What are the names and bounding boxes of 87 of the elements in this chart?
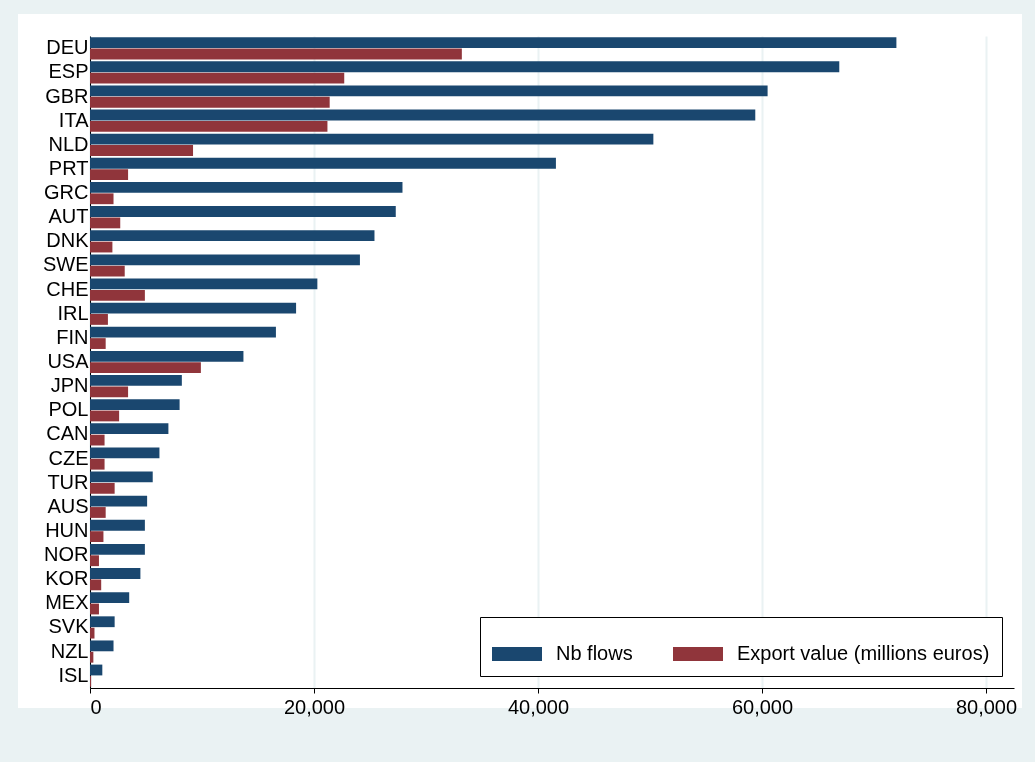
bar <box>90 289 145 301</box>
bar <box>90 48 462 60</box>
bar <box>90 217 121 229</box>
x-tick-label: 0 <box>90 695 102 718</box>
bar <box>90 616 115 628</box>
legend-label: Nb flows <box>556 642 633 664</box>
y-tick-label: DNK <box>46 229 90 252</box>
bar <box>90 482 115 494</box>
x-tick-label: 20,000 <box>283 695 346 718</box>
y-tick-label: DEU <box>46 36 89 59</box>
y-tick-label: PRT <box>48 156 89 179</box>
bar <box>90 302 297 314</box>
bar <box>90 37 897 49</box>
bar <box>90 531 104 543</box>
bar <box>90 651 94 663</box>
y-tick-label: ITA <box>58 108 90 131</box>
y-tick-label: JPN <box>50 374 89 397</box>
bar <box>90 157 556 169</box>
y-tick-label: AUS <box>47 494 89 517</box>
bar <box>90 458 105 470</box>
bar <box>90 410 120 422</box>
bar <box>90 133 654 145</box>
bar <box>90 120 328 132</box>
bar <box>90 579 102 591</box>
bar <box>90 362 201 374</box>
y-tick-label: CAN <box>46 422 89 445</box>
y-tick-label: MEX <box>45 591 89 614</box>
y-tick-label: USA <box>47 350 90 372</box>
bar <box>90 109 756 121</box>
bar <box>90 471 153 483</box>
bar <box>90 640 114 652</box>
bar <box>90 193 114 205</box>
y-tick-label: KOR <box>45 567 89 590</box>
bar <box>90 230 375 242</box>
bar <box>90 399 180 410</box>
bar <box>90 314 108 325</box>
y-tick-label: NOR <box>44 543 89 566</box>
bar <box>90 241 113 253</box>
y-tick-label: CZE <box>48 446 89 469</box>
bar <box>90 495 148 507</box>
bar <box>90 254 360 266</box>
bar <box>90 592 130 604</box>
bar <box>90 423 169 435</box>
bar <box>90 507 106 518</box>
y-tick-label: CHE <box>46 277 89 300</box>
y-tick-label: SWE <box>42 253 89 276</box>
y-tick-label: NZL <box>50 639 89 662</box>
x-tick-label: 60,000 <box>731 695 794 718</box>
bar <box>90 447 160 459</box>
y-tick-label: POL <box>48 398 89 421</box>
y-tick-label: ESP <box>48 60 89 83</box>
bar <box>90 627 95 639</box>
bar <box>90 603 99 615</box>
bar <box>90 265 125 277</box>
bar <box>90 338 106 349</box>
y-tick-label: NLD <box>48 132 89 155</box>
bar <box>90 206 396 217</box>
bar <box>90 145 194 156</box>
bar <box>90 61 840 73</box>
y-tick-label: FIN <box>56 325 89 348</box>
y-tick-label: SVK <box>48 615 90 638</box>
bar <box>90 169 129 181</box>
bar <box>90 543 145 555</box>
x-tick-label: 40,000 <box>507 695 570 718</box>
bar <box>90 350 244 362</box>
bar <box>90 96 330 108</box>
y-tick-label: GRC <box>44 181 89 204</box>
legend-label: Export value (millions euros) <box>737 642 990 664</box>
y-tick-label: IRL <box>57 301 89 324</box>
y-tick-label: ISL <box>58 663 89 686</box>
bar <box>90 72 345 84</box>
y-tick-label: GBR <box>45 84 89 107</box>
bar <box>90 278 318 290</box>
bar <box>90 555 99 567</box>
x-tick-label: 80,000 <box>955 695 1018 718</box>
bar <box>90 519 145 531</box>
bar <box>90 386 129 398</box>
bar <box>90 326 276 338</box>
bar <box>90 375 182 386</box>
y-tick-label: AUT <box>48 205 89 228</box>
bar <box>90 85 768 97</box>
bar <box>90 181 403 193</box>
bar <box>90 568 141 579</box>
bar <box>90 664 103 676</box>
bar <box>90 434 105 446</box>
y-tick-label: TUR <box>47 470 89 493</box>
y-tick-label: HUN <box>45 518 89 541</box>
